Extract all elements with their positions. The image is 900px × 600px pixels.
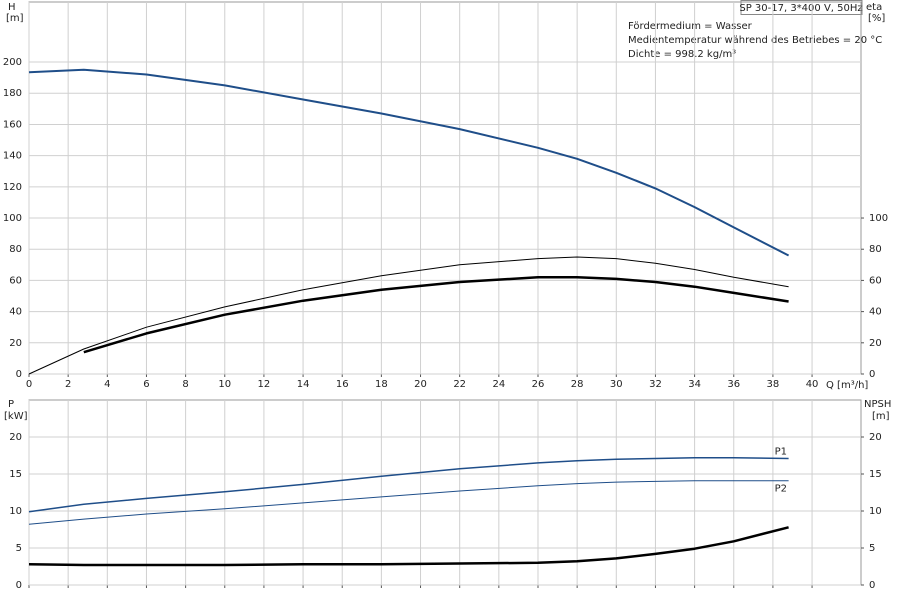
- curve: [28, 456, 789, 513]
- y-axis-label: P: [8, 399, 14, 410]
- x-tick-label: 18: [375, 379, 388, 390]
- x-tick-label: 12: [258, 379, 271, 390]
- y2-tick-label: 10: [869, 506, 882, 517]
- y-tick-label: 80: [9, 244, 22, 255]
- x-tick-label: 32: [649, 379, 662, 390]
- curve: [28, 480, 789, 525]
- x-tick-label: 22: [453, 379, 466, 390]
- x-tick-label: 28: [571, 379, 584, 390]
- y-tick-label: 20: [9, 338, 22, 349]
- x-tick-label: 40: [806, 379, 819, 390]
- y-axis-unit: [m]: [6, 13, 24, 24]
- x-tick-label: 20: [414, 379, 427, 390]
- title-box: [740, 0, 863, 15]
- x-tick-label: 2: [65, 379, 71, 390]
- x-tick-label: 4: [104, 379, 110, 390]
- y-tick-label: 140: [3, 151, 22, 162]
- x-tick-label: 6: [143, 379, 149, 390]
- y-axis-unit: [kW]: [4, 411, 28, 422]
- y-tick-label: 0: [16, 369, 22, 380]
- y2-tick-label: 20: [869, 338, 882, 349]
- y2-axis-label: NPSH: [864, 399, 891, 410]
- y-tick-label: 60: [9, 275, 22, 286]
- y2-tick-label: 0: [869, 580, 875, 591]
- y2-axis-unit: [%]: [868, 13, 885, 24]
- y-tick-label: 10: [9, 506, 22, 517]
- y-tick-label: 5: [16, 543, 22, 554]
- x-axis-label: Q [m³/h]: [826, 380, 868, 391]
- y2-tick-label: 15: [869, 469, 882, 480]
- y2-tick-label: 5: [869, 543, 875, 554]
- y-tick-label: 100: [3, 213, 22, 224]
- y2-axis-unit: [m]: [872, 411, 890, 422]
- y-tick-label: 120: [3, 182, 22, 193]
- x-tick-label: 36: [727, 379, 740, 390]
- y2-tick-label: 0: [869, 369, 875, 380]
- curve: [83, 276, 789, 354]
- series-label: P2: [775, 484, 787, 495]
- x-tick-label: 10: [218, 379, 231, 390]
- y-tick-label: 160: [3, 119, 22, 130]
- x-tick-label: 14: [297, 379, 310, 390]
- curve: [28, 526, 789, 567]
- y-tick-label: 20: [9, 432, 22, 443]
- curve: [28, 68, 790, 257]
- annotation: Dichte = 998.2 kg/m³: [628, 49, 736, 60]
- y2-tick-label: 40: [869, 307, 882, 318]
- y2-tick-label: 80: [869, 244, 882, 255]
- curve: [28, 256, 789, 375]
- x-tick-label: 0: [26, 379, 32, 390]
- x-tick-label: 34: [688, 379, 701, 390]
- y-tick-label: 200: [3, 57, 22, 68]
- x-tick-label: 8: [182, 379, 188, 390]
- y-tick-label: 0: [16, 580, 22, 591]
- x-tick-label: 26: [532, 379, 545, 390]
- x-tick-label: 30: [610, 379, 623, 390]
- y-tick-label: 180: [3, 88, 22, 99]
- y-tick-label: 40: [9, 307, 22, 318]
- annotation: Fördermedium = Wasser: [628, 21, 753, 32]
- annotation: Medientemperatur während des Betriebes =…: [628, 35, 882, 46]
- y2-axis-label: eta: [866, 2, 882, 13]
- y-tick-label: 15: [9, 469, 22, 480]
- series-label: P1: [775, 446, 787, 457]
- x-tick-label: 16: [336, 379, 349, 390]
- y-axis-label: H: [8, 2, 16, 13]
- y2-tick-label: 100: [869, 213, 888, 224]
- chart-title: SP 30-17, 3*400 V, 50Hz: [739, 3, 862, 14]
- y2-tick-label: 60: [869, 275, 882, 286]
- x-tick-label: 24: [492, 379, 505, 390]
- x-tick-label: 38: [767, 379, 780, 390]
- y2-tick-label: 20: [869, 432, 882, 443]
